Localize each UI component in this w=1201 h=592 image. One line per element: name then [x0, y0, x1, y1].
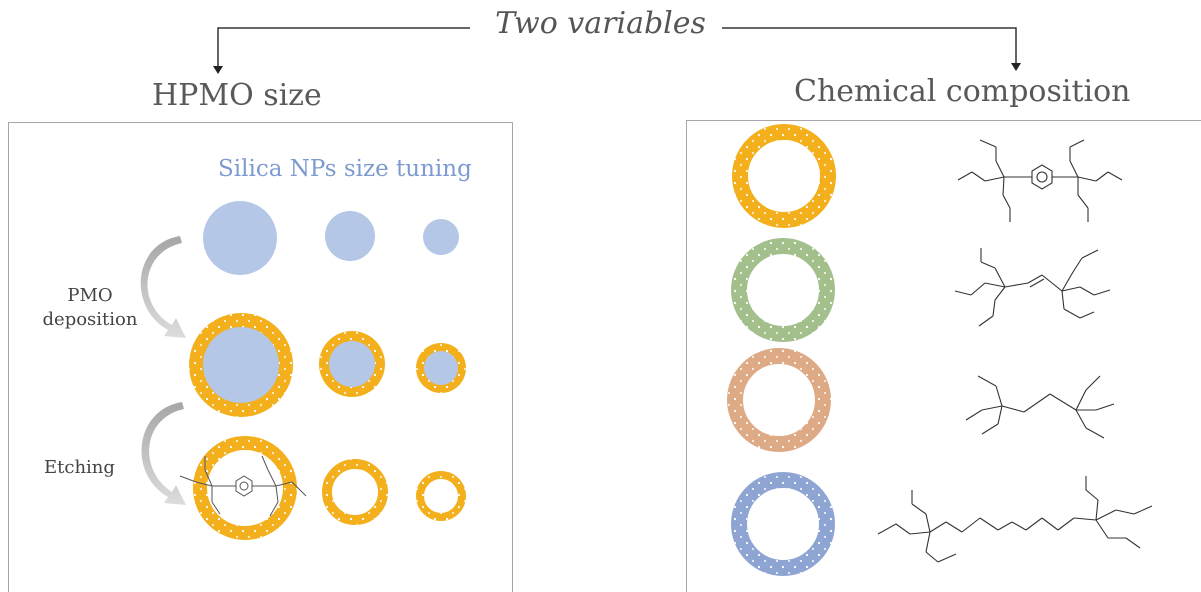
silica-core-large: [203, 201, 277, 275]
structure-benzene-bridged: [957, 139, 1123, 222]
hpmo-size-panel: [8, 122, 513, 592]
hollow-shell-blue: [731, 472, 835, 576]
right-arrowhead: [1011, 63, 1021, 71]
pmo-deposition-label: PMO deposition: [42, 285, 138, 330]
hollow-shell-large: [193, 436, 297, 540]
structure-ethane-bridged: [965, 375, 1115, 439]
structure-ethylene-bridged: [954, 248, 1111, 327]
hpmo-size-heading: HPMO size: [152, 78, 322, 113]
silica-core-medium: [325, 211, 375, 261]
silica-core-small: [423, 219, 459, 255]
left-arrowhead: [213, 66, 223, 74]
left-connector-line: [217, 27, 470, 70]
overlay-molecule-structure: [179, 455, 307, 517]
core-shell-small: [416, 343, 466, 393]
hollow-shell-orange: [732, 124, 836, 228]
hollow-shell-medium: [322, 459, 388, 525]
chemical-composition-panel: [686, 120, 1201, 592]
hollow-shell-small: [416, 471, 466, 521]
core-shell-large: [189, 313, 293, 417]
hollow-shell-peach: [727, 348, 831, 452]
deposition-curved-arrow: [140, 236, 186, 338]
etching-label: Etching: [44, 457, 115, 478]
etching-curved-arrow: [141, 402, 186, 505]
diagram-title: Two variables: [0, 6, 1201, 41]
core-shell-medium: [319, 331, 385, 397]
chemical-composition-heading: Chemical composition: [794, 74, 1131, 109]
right-connector-line: [722, 27, 1017, 66]
hollow-shell-green: [731, 238, 835, 342]
silica-size-tuning-label: Silica NPs size tuning: [218, 156, 472, 182]
structure-disulfide-bridged: [877, 476, 1153, 563]
